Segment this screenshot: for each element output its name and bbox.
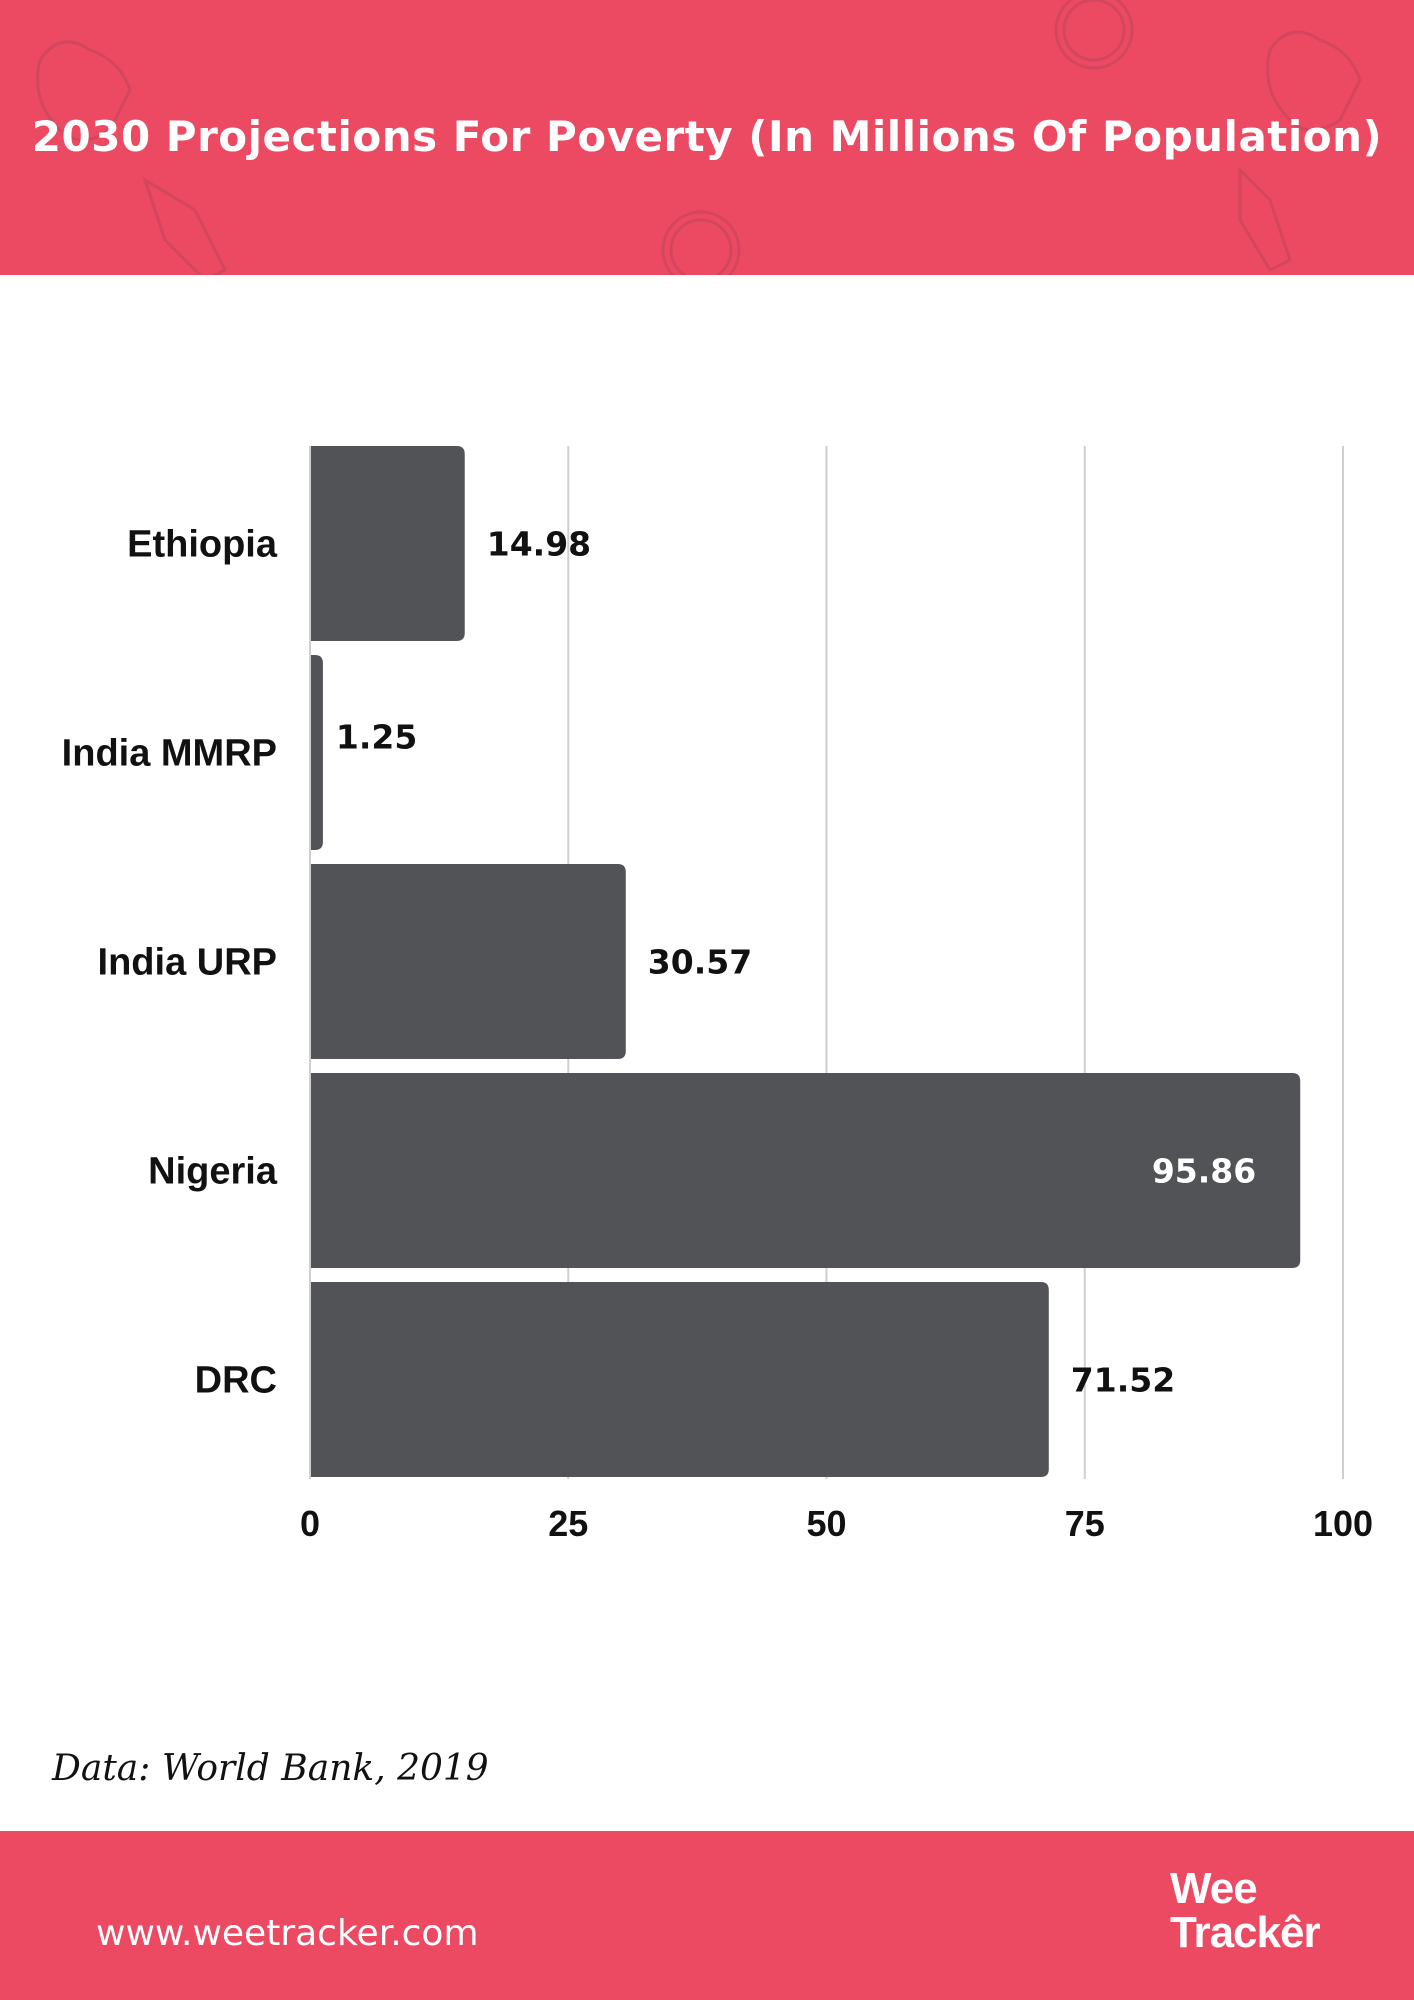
bar <box>310 655 323 850</box>
header-banner: 2030 Projections For Poverty (In Million… <box>0 0 1414 275</box>
logo-line-2: Trackêr <box>1170 1908 1321 1957</box>
bar-chart: 0 25 50 75 100 Ethiopia 14.98 India MMRP 1.25 Ind… <box>62 446 1373 1544</box>
category-label: Ethiopia <box>127 524 278 566</box>
logo-line-1: Wee <box>1170 1864 1258 1913</box>
website-link[interactable]: www.weetracker.com <box>96 1913 479 1954</box>
x-tick-label: 100 <box>1313 1503 1373 1544</box>
category-label: DRC <box>195 1360 277 1402</box>
chart-title: 2030 Projections For Poverty (In Million… <box>31 112 1383 161</box>
category-label: Nigeria <box>148 1151 278 1193</box>
value-label: 30.57 <box>648 943 752 982</box>
value-label: 71.52 <box>1071 1361 1175 1400</box>
value-label: 1.25 <box>336 718 417 757</box>
data-source: Data: World Bank, 2019 <box>52 1748 489 1789</box>
decorative-doodles-icon <box>36 0 1362 275</box>
x-tick-label: 0 <box>300 1503 320 1544</box>
value-label: 95.86 <box>1152 1152 1256 1191</box>
x-tick-label: 75 <box>1065 1503 1105 1544</box>
weetracker-logo: Wee Trackêr <box>1170 1864 1321 1957</box>
x-tick-label: 50 <box>806 1503 846 1544</box>
bar <box>310 446 465 641</box>
category-label: India MMRP <box>62 733 277 775</box>
bar <box>310 1073 1301 1268</box>
bar <box>310 1282 1049 1477</box>
category-label: India URP <box>98 942 277 984</box>
x-tick-label: 25 <box>548 1503 588 1544</box>
footer-banner: www.weetracker.com Wee Trackêr <box>0 1831 1414 2000</box>
bar <box>310 864 626 1059</box>
value-label: 14.98 <box>487 525 591 564</box>
